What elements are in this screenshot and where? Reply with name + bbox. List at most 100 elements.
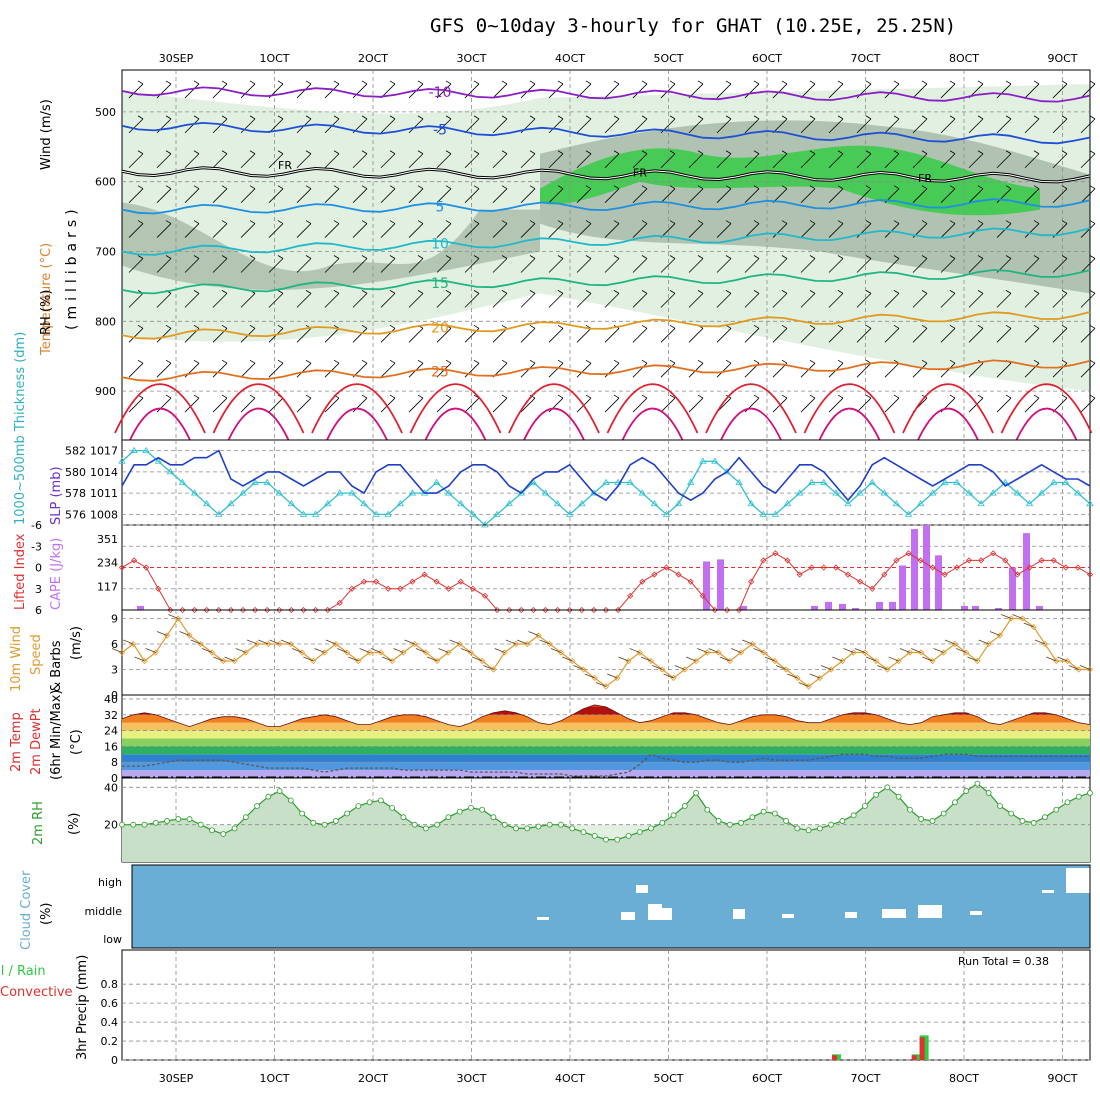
rh2m-point: [648, 825, 654, 832]
wind-barb: [156, 255, 172, 273]
thickness-point: [360, 499, 368, 507]
wind-barb: [492, 220, 508, 238]
li-point: [506, 606, 513, 614]
wind-barb: [492, 290, 508, 308]
rh2m-point: [535, 823, 542, 830]
rh2m-point: [997, 803, 1003, 809]
wind-barb: [632, 185, 648, 203]
wind-barb: [828, 324, 844, 343]
wind-barb-10m: [899, 648, 911, 653]
wind-barb: [324, 324, 340, 343]
wind-barb: [660, 150, 676, 169]
t2m-tick: 8: [111, 756, 118, 769]
rh2m-point: [332, 818, 339, 824]
wind-barb-10m: [415, 648, 427, 653]
thickness-point: [251, 478, 259, 485]
thickness-point: [602, 478, 610, 485]
precip-tick: 0.2: [101, 1035, 119, 1048]
temp-arch-35: [621, 407, 684, 441]
li-point: [796, 571, 803, 578]
bottom-tick-label: 6OCT: [752, 1072, 782, 1085]
rh2m-point: [828, 821, 835, 828]
t2m-band: [122, 754, 1090, 763]
wind-barb-10m: [325, 639, 336, 645]
wind-barb: [380, 255, 396, 273]
wind-barb: [744, 290, 760, 308]
fr-label: FR: [918, 172, 932, 185]
wind-barb: [856, 394, 872, 413]
upper-ylabel: (millibars): [64, 204, 80, 330]
thickness-point: [408, 489, 417, 496]
wind-barb: [828, 80, 844, 99]
temp-contour: [121, 311, 1091, 340]
wind-barb: [156, 324, 172, 343]
wind-barb: [324, 150, 340, 169]
rh2m-point: [861, 803, 868, 809]
thickness-point: [1013, 489, 1022, 496]
li-point: [1026, 564, 1033, 571]
wind-barb: [940, 255, 956, 273]
slp-tick: 1011: [90, 487, 118, 500]
rh2m-point: [355, 803, 362, 809]
wind-barb-10m: [764, 656, 775, 662]
temp-contour: [121, 227, 1091, 256]
wind-barb-10m: [359, 648, 370, 653]
wind-barb: [576, 220, 592, 238]
wind-barb: [436, 115, 452, 134]
wind-barb: [492, 394, 508, 413]
wind-barb: [156, 359, 172, 378]
li-tick: 3: [35, 583, 42, 596]
rh2m-point: [783, 818, 789, 824]
wind-barb: [548, 150, 564, 169]
wind-barb-10m: [483, 665, 494, 670]
rh2m-point: [907, 806, 913, 813]
wind-barb: [520, 220, 536, 238]
cloud-gap: [648, 904, 662, 920]
wind-barb: [688, 150, 704, 169]
wind-barb: [716, 150, 732, 169]
wind-barb-10m: [505, 639, 517, 645]
wind-barb: [1080, 150, 1096, 169]
wind-barb: [1024, 185, 1040, 203]
wind-barb-10m: [303, 656, 314, 662]
wind-barb: [268, 290, 284, 308]
wind-barb: [1024, 255, 1040, 273]
wind-barb: [828, 290, 844, 308]
wind-barb: [912, 255, 928, 273]
li-point: [409, 578, 416, 585]
rh2m-point: [1075, 793, 1082, 800]
wind-barb-10m: [449, 639, 460, 645]
rh2m-point: [209, 827, 215, 834]
wind-barb: [828, 115, 844, 134]
rh2m-point: [276, 788, 283, 794]
rh2m-tick: 20: [104, 819, 118, 832]
dewpt-line: [122, 753, 1090, 777]
wind-barb: [660, 220, 676, 238]
wind-barb: [1024, 80, 1040, 99]
li-point: [990, 550, 997, 557]
upper-wind-label: Temperature (°C): [39, 243, 54, 356]
li-point: [360, 578, 368, 585]
wind-barb: [184, 150, 200, 169]
wind-barb: [436, 255, 452, 273]
bottom-date-ticks: 30SEP 1OCT 2OCT 3OCT 4OCT 5OCT 6OCT 7OCT 8OCT 9OC…: [159, 1072, 1078, 1085]
thickness-point: [844, 499, 852, 507]
wind-speed-line: [121, 617, 1090, 688]
li-point: [1074, 564, 1081, 571]
wind-barb: [464, 185, 480, 203]
thickness-point: [941, 478, 949, 485]
wind-barb-10m: [911, 648, 922, 653]
wind-barb: [772, 150, 788, 169]
thickness-point: [227, 499, 235, 507]
li-point: [373, 578, 380, 585]
wind-barb: [380, 324, 396, 343]
li-point: [1002, 557, 1009, 564]
wind-barb: [520, 185, 536, 203]
rh2m-point: [310, 819, 317, 826]
wind-barb: [996, 80, 1012, 99]
cape-bar: [923, 525, 930, 610]
wind-barb-10m: [685, 656, 697, 662]
cape-tick: 234: [97, 557, 118, 570]
wind-barb: [1024, 220, 1040, 238]
